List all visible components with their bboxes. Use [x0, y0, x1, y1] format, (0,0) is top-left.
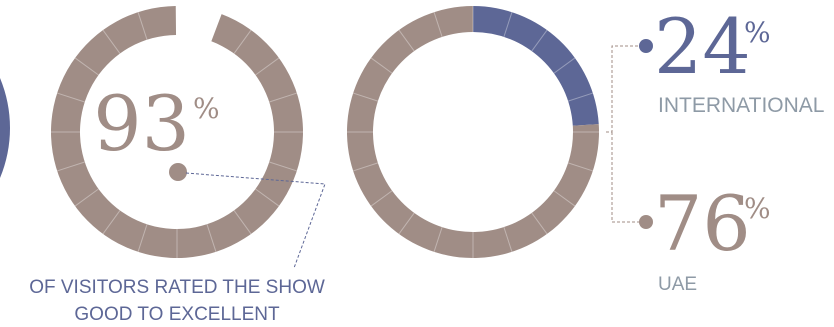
international-dot [639, 39, 653, 53]
origin-donut-seam [370, 57, 393, 74]
rating-leader-line [185, 172, 326, 269]
rating-percent-sign: % [193, 92, 220, 125]
origin-donut-seam [553, 190, 576, 207]
rating-donut: 93 % OF VISITORS RATED THE SHOW GOOD TO … [29, 6, 326, 325]
origin-donut-seam [531, 29, 548, 52]
origin-donut-seam [567, 92, 593, 102]
rating-donut-seam [137, 224, 148, 252]
rating-leader-dot [169, 163, 187, 181]
origin-connector-bottom [611, 132, 640, 223]
rating-donut-seam [269, 161, 297, 172]
origin-connector-top [606, 45, 640, 133]
origin-donut-seam [353, 162, 379, 172]
rating-donut-seam [74, 188, 99, 207]
left-edge-ring-fragment [0, 78, 11, 178]
left-edge-ring-arc [0, 78, 11, 178]
origin-donut-seam [353, 92, 379, 102]
rating-donut-seam [102, 29, 121, 54]
origin-donut-seam [553, 57, 576, 74]
origin-donut: 24 % INTERNATIONAL 76 % UAE [347, 2, 824, 295]
origin-donut-seam [433, 12, 443, 38]
rating-caption-line-2: GOOD TO EXCELLENT [74, 304, 280, 325]
rating-donut-seam [57, 92, 85, 103]
rating-donut-seam [74, 57, 99, 76]
rating-donut-seam [137, 12, 148, 40]
origin-donut-slice-international [473, 6, 599, 126]
rating-donut-seam [255, 188, 280, 207]
rating-donut-ring [50, 6, 303, 258]
rating-percent-value: 93 [93, 79, 190, 168]
origin-donut-seam [503, 226, 513, 252]
origin-donut-seam [370, 190, 393, 207]
origin-donut-seam [531, 212, 548, 235]
rating-donut-seam [102, 210, 121, 235]
uae-percent-value: 76 [654, 179, 751, 268]
uae-percent-sign: % [744, 192, 771, 225]
origin-donut-seam [433, 226, 443, 252]
rating-donut-seam [206, 12, 217, 40]
rating-donut-seam [57, 161, 85, 172]
origin-donut-seam [503, 12, 513, 38]
rating-caption-line-1: OF VISITORS RATED THE SHOW [29, 277, 325, 298]
uae-label: UAE [658, 274, 697, 295]
international-label: INTERNATIONAL [658, 94, 824, 117]
international-percent-value: 24 [654, 2, 751, 91]
origin-donut-seam [398, 212, 415, 235]
origin-donut-seam [398, 29, 415, 52]
origin-donut-seam [567, 162, 593, 172]
international-percent-sign: % [744, 16, 771, 49]
origin-donut-ring [347, 6, 599, 259]
rating-donut-seam [255, 57, 280, 76]
rating-donut-seam [206, 224, 217, 252]
rating-donut-seam [233, 210, 252, 235]
uae-dot [639, 215, 653, 229]
rating-donut-seam [269, 92, 297, 103]
rating-donut-seam [233, 29, 252, 54]
